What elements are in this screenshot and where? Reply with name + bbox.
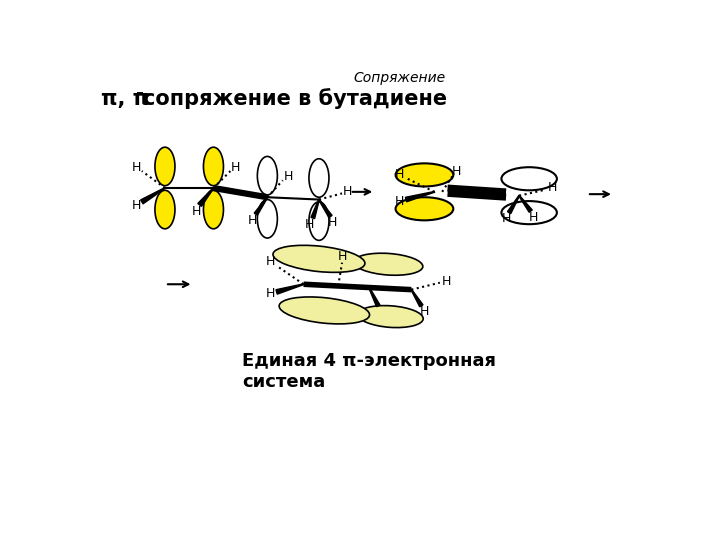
Text: H: H [305,218,315,231]
Ellipse shape [309,159,329,197]
Polygon shape [405,192,435,202]
Text: H: H [529,211,539,224]
Text: H: H [266,255,275,268]
Text: H: H [501,212,510,225]
Text: H: H [548,181,557,194]
Ellipse shape [279,297,369,324]
Text: H: H [395,168,405,181]
Text: H: H [338,250,348,263]
Text: система: система [242,373,325,391]
Text: H: H [266,287,275,300]
Ellipse shape [273,245,365,272]
Polygon shape [276,284,304,294]
Text: H: H [192,205,201,218]
Polygon shape [311,199,319,219]
Text: H: H [441,275,451,288]
Polygon shape [508,195,520,214]
Polygon shape [411,289,423,307]
Ellipse shape [257,157,277,195]
Polygon shape [519,195,532,212]
Polygon shape [319,199,332,218]
Text: H: H [248,214,258,227]
Text: сопряжение в бутадиене: сопряжение в бутадиене [143,88,446,109]
Ellipse shape [501,167,557,190]
Text: H: H [451,165,461,178]
Text: π, π: π, π [101,89,149,109]
Text: H: H [132,161,141,174]
Polygon shape [369,287,380,307]
Text: H: H [284,170,293,183]
Ellipse shape [354,253,423,275]
Polygon shape [198,188,214,206]
Ellipse shape [155,190,175,229]
Text: H: H [420,305,429,318]
Text: H: H [395,195,405,208]
Ellipse shape [309,202,329,240]
Ellipse shape [395,197,454,220]
Text: Сопряжение: Сопряжение [354,71,446,85]
Text: H: H [328,216,338,229]
Polygon shape [140,188,165,204]
Ellipse shape [358,306,423,328]
Text: H: H [132,199,141,212]
Polygon shape [254,197,268,215]
Ellipse shape [395,164,454,186]
Ellipse shape [204,190,223,229]
Text: ⁻: ⁻ [137,89,145,104]
Text: H: H [230,161,240,174]
Ellipse shape [155,147,175,186]
Text: Единая 4 π-электронная: Единая 4 π-электронная [242,352,496,370]
Ellipse shape [257,200,277,238]
Ellipse shape [204,147,223,186]
Text: H: H [343,185,352,198]
Ellipse shape [501,201,557,224]
